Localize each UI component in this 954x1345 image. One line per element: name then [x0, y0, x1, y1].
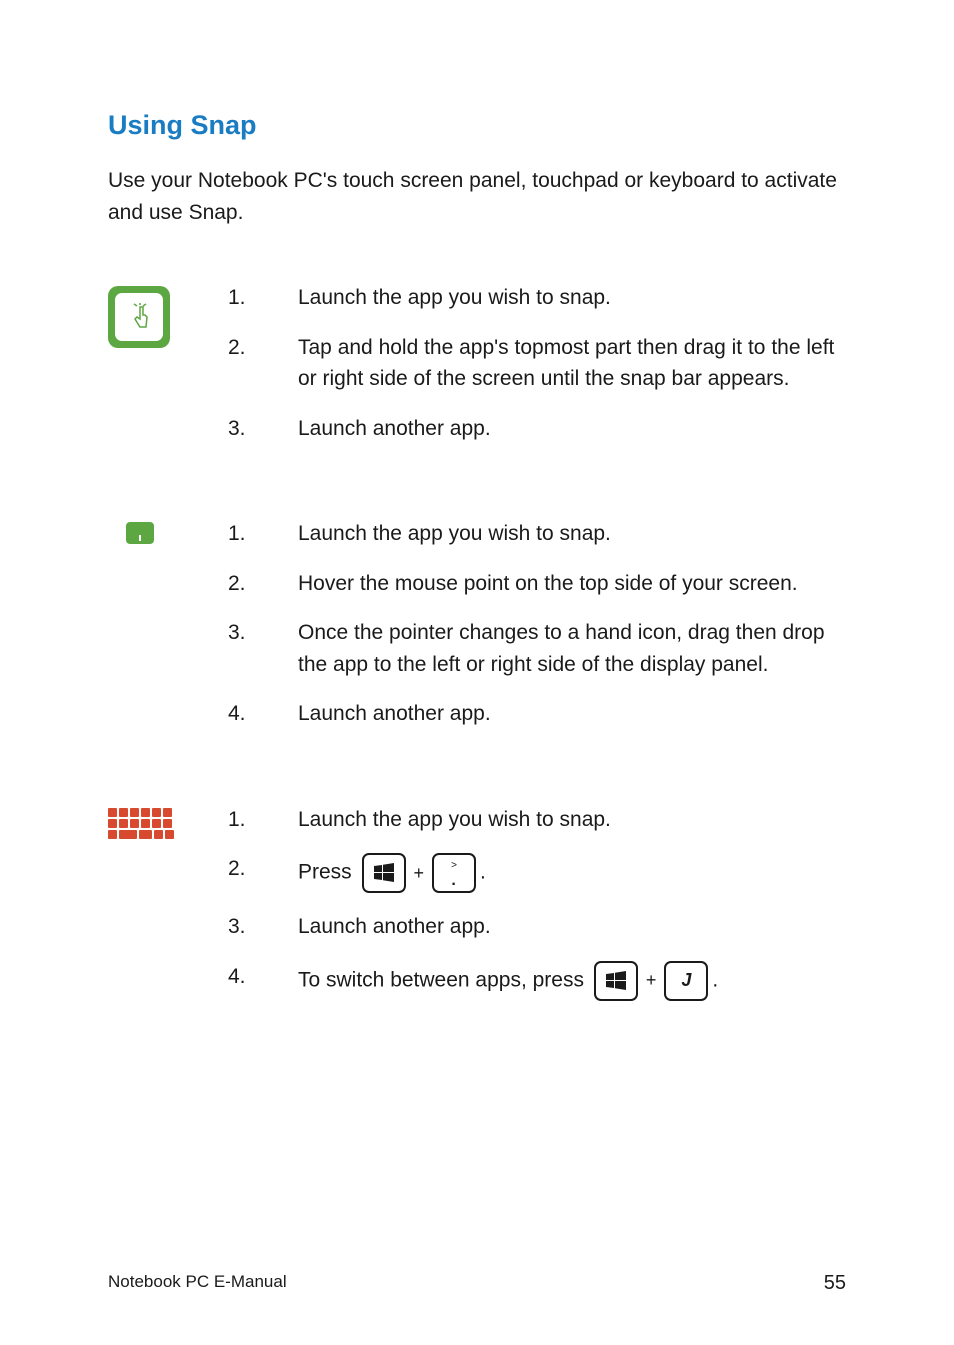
windows-key-icon — [362, 853, 406, 893]
keyboard-icon — [108, 808, 174, 838]
press-prefix: Press — [298, 861, 358, 884]
list-text: To switch between apps, press + J . — [298, 961, 846, 1001]
touchpad-icon — [126, 522, 154, 544]
list-item: 4. Launch another app. — [228, 698, 846, 730]
footer-title: Notebook PC E-Manual — [108, 1272, 287, 1295]
list-item: 1. Launch the app you wish to snap. — [228, 804, 846, 836]
switch-prefix: To switch between apps, press — [298, 968, 590, 991]
list-item: 2. Hover the mouse point on the top side… — [228, 568, 846, 600]
page-number: 55 — [824, 1272, 846, 1295]
list-item: 2. Press + . — [228, 853, 846, 893]
list-number: 2. — [228, 853, 298, 893]
switch-suffix: . — [712, 968, 718, 991]
content-column: 1. Launch the app you wish to snap. 2. H… — [228, 518, 846, 748]
list-text: Launch the app you wish to snap. — [298, 282, 846, 314]
list-number: 3. — [228, 617, 298, 680]
list-item: 3. Once the pointer changes to a hand ic… — [228, 617, 846, 680]
touchpad-section: 1. Launch the app you wish to snap. 2. H… — [108, 518, 846, 748]
list-number: 3. — [228, 413, 298, 445]
press-suffix: . — [480, 861, 486, 884]
list-text: Once the pointer changes to a hand icon,… — [298, 617, 846, 680]
list-item: 1. Launch the app you wish to snap. — [228, 518, 846, 550]
plus-sign: + — [646, 967, 657, 994]
touch-screen-icon — [108, 286, 170, 348]
list-number: 2. — [228, 568, 298, 600]
list-text: Tap and hold the app's topmost part then… — [298, 332, 846, 395]
key-combo: + — [358, 853, 481, 893]
list-text: Hover the mouse point on the top side of… — [298, 568, 846, 600]
j-key-icon: J — [664, 961, 708, 1001]
list-text: Launch the app you wish to snap. — [298, 518, 846, 550]
list-text: Launch another app. — [298, 413, 846, 445]
page-footer: Notebook PC E-Manual 55 — [108, 1272, 846, 1295]
list-item: 1. Launch the app you wish to snap. — [228, 282, 846, 314]
list-text: Launch another app. — [298, 698, 846, 730]
list-item: 3. Launch another app. — [228, 413, 846, 445]
key-combo: + J — [590, 961, 713, 1001]
content-column: 1. Launch the app you wish to snap. 2. T… — [228, 282, 846, 462]
list-number: 1. — [228, 282, 298, 314]
list-number: 1. — [228, 518, 298, 550]
content-column: 1. Launch the app you wish to snap. 2. P… — [228, 804, 846, 1019]
list-item: 3. Launch another app. — [228, 911, 846, 943]
icon-column — [108, 518, 208, 748]
keyboard-section: 1. Launch the app you wish to snap. 2. P… — [108, 804, 846, 1019]
list-number: 4. — [228, 961, 298, 1001]
list-item: 2. Tap and hold the app's topmost part t… — [228, 332, 846, 395]
list-number: 2. — [228, 332, 298, 395]
list-number: 3. — [228, 911, 298, 943]
list-text: Launch another app. — [298, 911, 846, 943]
list-number: 4. — [228, 698, 298, 730]
list-number: 1. — [228, 804, 298, 836]
period-key-icon — [432, 853, 476, 893]
list-item: 4. To switch between apps, press + J . — [228, 961, 846, 1001]
list-text: Launch the app you wish to snap. — [298, 804, 846, 836]
touch-section: 1. Launch the app you wish to snap. 2. T… — [108, 282, 846, 462]
section-heading: Using Snap — [108, 110, 846, 141]
icon-column — [108, 804, 208, 1019]
icon-column — [108, 282, 208, 462]
list-text: Press + . — [298, 853, 846, 893]
plus-sign: + — [414, 860, 425, 887]
intro-paragraph: Use your Notebook PC's touch screen pane… — [108, 165, 846, 228]
windows-key-icon — [594, 961, 638, 1001]
